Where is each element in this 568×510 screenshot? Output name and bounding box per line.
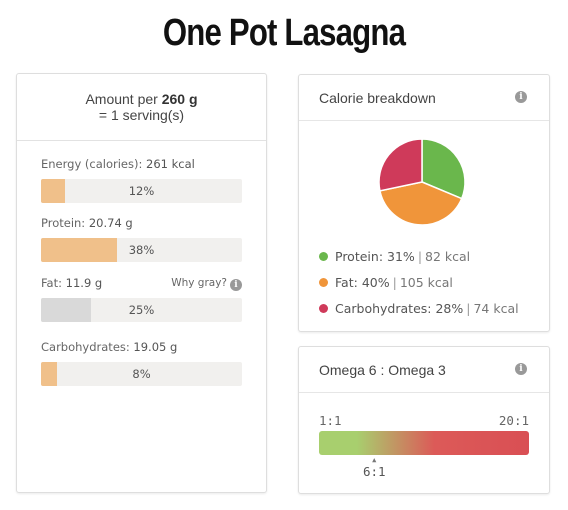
nutrient-bar-fill (41, 362, 58, 386)
pie-slice-carbohydrates (378, 138, 423, 192)
serving-weight: 260 g (161, 91, 198, 107)
omega-ratio-header: Omega 6 : Omega 3 i (299, 347, 549, 393)
calorie-legend: Protein: 31% | 82 kcal Fat: 40% | 105 kcal C… (319, 244, 519, 322)
serving-header: Amount per 260 g = 1 serving(s) (17, 74, 266, 141)
calorie-breakdown-title: Calorie breakdown (319, 90, 436, 106)
why-gray-link[interactable]: Why gray? i (171, 275, 242, 291)
nutrient-value: 20.74 g (88, 216, 133, 230)
legend-item-fat: Fat: 40% | 105 kcal (319, 270, 519, 296)
nutrient-value: 261 kcal (146, 157, 195, 171)
calorie-breakdown-card: Calorie breakdown i Protein: 31% | 82 kcal… (298, 74, 550, 332)
nutrition-card: Amount per 260 g = 1 serving(s) Energy (… (16, 73, 267, 493)
nutrient-label: Protein: (41, 216, 86, 230)
caret-up-icon: ▲ (372, 456, 377, 464)
omega-ratio-value: 6:1 (362, 464, 386, 479)
info-icon[interactable]: i (230, 279, 242, 291)
scale-max-label: 20:1 (498, 413, 529, 428)
legend-dot (319, 304, 328, 313)
nutrient-percent: 12% (128, 184, 155, 198)
pie-slice-protein (421, 138, 466, 200)
omega-ratio-title: Omega 6 : Omega 3 (319, 362, 446, 378)
info-icon[interactable]: i (515, 363, 527, 375)
separator: | (392, 275, 397, 290)
nutrient-fat: Fat: 11.9 g Why gray? i 25% (41, 275, 242, 322)
nutrient-carbohydrates: Carbohydrates: 19.05 g 8% (41, 339, 242, 386)
calorie-pie-chart (378, 138, 466, 226)
omega-scale-labels: 1:1 20:1 (319, 413, 529, 428)
info-icon[interactable]: i (515, 91, 527, 103)
serving-prefix: Amount per (85, 91, 158, 107)
nutrient-value: 11.9 g (65, 276, 103, 290)
legend-item-protein: Protein: 31% | 82 kcal (319, 244, 519, 270)
nutrient-bar: 12% (41, 179, 242, 203)
calorie-breakdown-header: Calorie breakdown i (299, 75, 549, 121)
serving-count: = 1 serving(s) (98, 107, 185, 123)
legend-item-carbohydrates: Carbohydrates: 28% | 74 kcal (319, 296, 519, 322)
nutrient-protein: Protein: 20.74 g 38% (41, 215, 242, 262)
nutrient-bar: 38% (41, 238, 242, 262)
nutrient-percent: 8% (132, 367, 151, 381)
nutrient-bar: 25% (41, 298, 242, 322)
legend-dot (319, 278, 328, 287)
omega-ratio-marker: ▲ 6:1 (359, 456, 389, 480)
legend-dot (319, 252, 328, 261)
why-gray-label[interactable]: Why gray? (171, 277, 227, 289)
nutrient-bar-fill (41, 179, 66, 203)
nutrient-label: Fat: (41, 276, 62, 290)
serving-amount: Amount per 260 g (17, 91, 266, 107)
nutrient-label: Carbohydrates: (41, 340, 130, 354)
omega-ratio-bar (319, 431, 529, 455)
nutrient-percent: 25% (128, 303, 155, 317)
nutrient-value: 19.05 g (133, 340, 178, 354)
nutrient-bar-fill (41, 238, 118, 262)
nutrient-bar-fill (41, 298, 92, 322)
page-title: One Pot Lasagna (162, 12, 406, 54)
pie-slice-fat (379, 181, 463, 226)
nutrient-label: Energy (calories): (41, 157, 143, 171)
separator: | (466, 301, 471, 316)
nutrient-bar: 8% (41, 362, 242, 386)
nutrient-percent: 38% (128, 243, 155, 257)
separator: | (417, 249, 423, 264)
nutrient-energy: Energy (calories): 261 kcal 12% (41, 156, 242, 203)
scale-min-label: 1:1 (319, 413, 342, 428)
omega-ratio-card: Omega 6 : Omega 3 i 1:1 20:1 ▲ 6:1 (298, 346, 550, 494)
